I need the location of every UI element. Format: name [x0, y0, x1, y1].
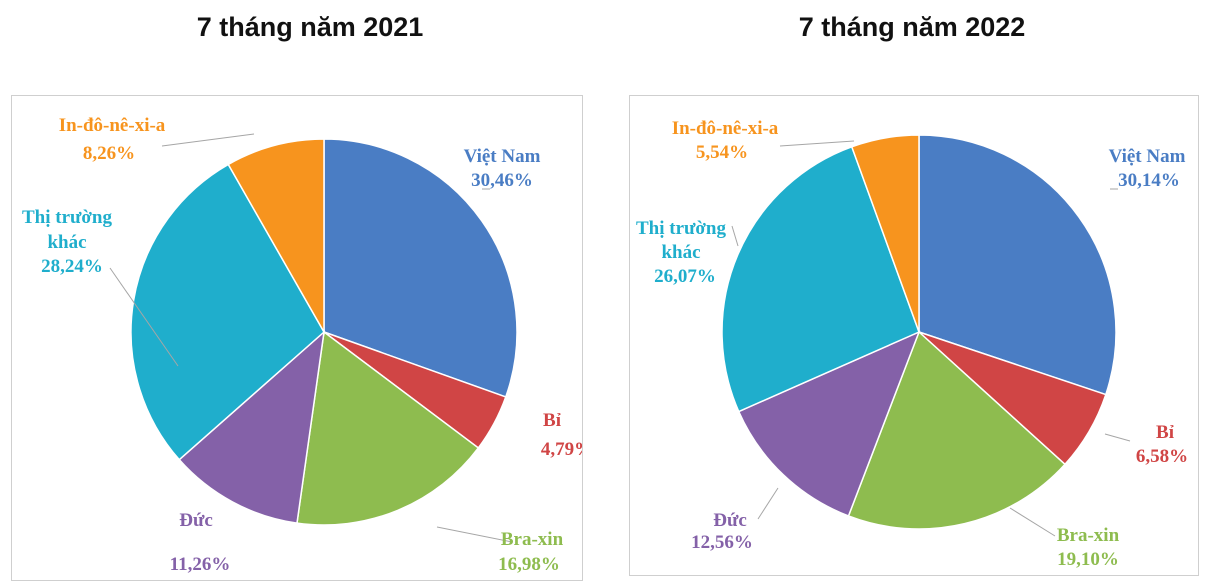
leader-line-bra-xin-2022	[1009, 507, 1056, 537]
chart-title-2021: 7 tháng năm 2021	[196, 12, 424, 42]
pie-slice-duc-2021	[178, 330, 326, 524]
pie-slice-duc-2022	[737, 330, 921, 517]
data-label-value-bra-xin-2021: 16,98%	[498, 554, 560, 575]
leader-line-in-do-ne-xi-a-2021	[161, 133, 255, 147]
pie-chart-2022-svg: Việt Nam 30,14% Bỉ 6,58% Bra-xin 19,10% Đức12,…	[636, 118, 1188, 570]
data-label-name-bi-2022: Bỉ	[1156, 422, 1174, 443]
pie-slice-bra-xin-2021	[296, 330, 480, 526]
data-label-name-thi-truong-khac-2022: khác	[661, 242, 700, 263]
data-label-value-thi-truong-khac-2022: 26,07%	[654, 266, 716, 287]
data-label-value-bi-2022: 6,58%	[1136, 446, 1188, 467]
data-label-value-bra-xin-2022: 19,10%	[1057, 549, 1119, 570]
data-label-value-in-do-ne-xi-a-2022: 5,54%	[696, 142, 748, 163]
data-label-name-thi-truong-khac-2022: Thị trường	[636, 218, 727, 239]
pie-chart-2022: Việt Nam 30,14% Bỉ 6,58% Bra-xin 19,10% Đức 12,…	[629, 95, 1199, 576]
data-label-value-thi-truong-khac-2021: 28,24%	[41, 256, 103, 277]
data-label-name-in-do-ne-xi-a-2021: In-đô-nê-xi-a	[59, 115, 166, 136]
data-label-value-in-do-ne-xi-a-2021: 8,26%	[83, 143, 135, 164]
pie-slice-thi-truong-khac-2021	[130, 163, 325, 461]
data-label-name-bra-xin-2022: Bra-xin	[1057, 525, 1120, 546]
data-label-name-duc-2021: Đức	[179, 510, 213, 531]
pie-slice-in-do-ne-xi-a-2022	[850, 134, 920, 333]
data-label-value-viet-nam-2021: 30,46%	[471, 170, 533, 191]
data-label-value-bi-2021: 4,79%	[541, 439, 582, 460]
data-label-name-viet-nam-2022: Việt Nam	[1109, 146, 1186, 167]
data-label-name-viet-nam-2021: Việt Nam	[464, 146, 541, 167]
data-label-name-bi-2021: Bỉ	[543, 410, 561, 431]
data-label-name-in-do-ne-xi-a-2022: In-đô-nê-xi-a	[672, 118, 779, 139]
pie-slice-thi-truong-khac-2022	[721, 145, 920, 413]
chart-title-2022: 7 tháng năm 2022	[798, 12, 1026, 42]
leader-line-thi-truong-khac-2022	[731, 225, 739, 247]
pie-slice-viet-nam-2022	[918, 134, 1117, 396]
data-label-value-duc-2021: 11,26%	[170, 554, 231, 575]
data-label-value-duc-2022: 12,56%	[691, 532, 753, 553]
leader-line-duc-2022	[757, 487, 779, 520]
data-label-name-thi-truong-khac-2021: khác	[47, 232, 86, 253]
data-label-name-bra-xin-2021: Bra-xin	[501, 529, 564, 550]
data-label-value-viet-nam-2022: 30,14%	[1118, 170, 1180, 191]
data-label-name-duc-2022: Đức	[713, 510, 747, 531]
pie-chart-2021-svg: Việt Nam 30,46% Bỉ 4,79% Bra-xin 16,98% Đức 11,…	[22, 115, 582, 575]
leader-line-thi-truong-khac-2021	[109, 267, 179, 367]
leader-line-in-do-ne-xi-a-2022	[779, 140, 855, 147]
pie-slice-viet-nam-2021	[323, 138, 518, 398]
leader-line-bi-2022	[1104, 433, 1131, 442]
pie-slice-in-do-ne-xi-a-2021	[227, 138, 325, 335]
data-label-name-thi-truong-khac-2021: Thị trường	[22, 207, 113, 228]
pie-chart-2021: Việt Nam 30,46% Bỉ 4,79% Bra-xin 16,98% Đức 11,…	[11, 95, 583, 581]
pie-slice-bra-xin-2022	[847, 330, 1066, 530]
leader-line-bra-xin-2021	[436, 526, 513, 543]
